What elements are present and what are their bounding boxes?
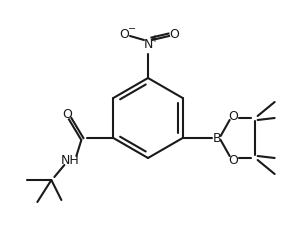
Text: +: + (150, 34, 158, 44)
Text: O: O (63, 107, 72, 121)
Text: NH: NH (61, 154, 80, 166)
Text: O: O (119, 28, 129, 40)
Text: O: O (229, 110, 239, 123)
Text: B: B (212, 131, 221, 145)
Text: −: − (128, 24, 136, 34)
Text: O: O (229, 154, 239, 166)
Text: O: O (169, 28, 179, 40)
Text: N: N (143, 37, 153, 51)
